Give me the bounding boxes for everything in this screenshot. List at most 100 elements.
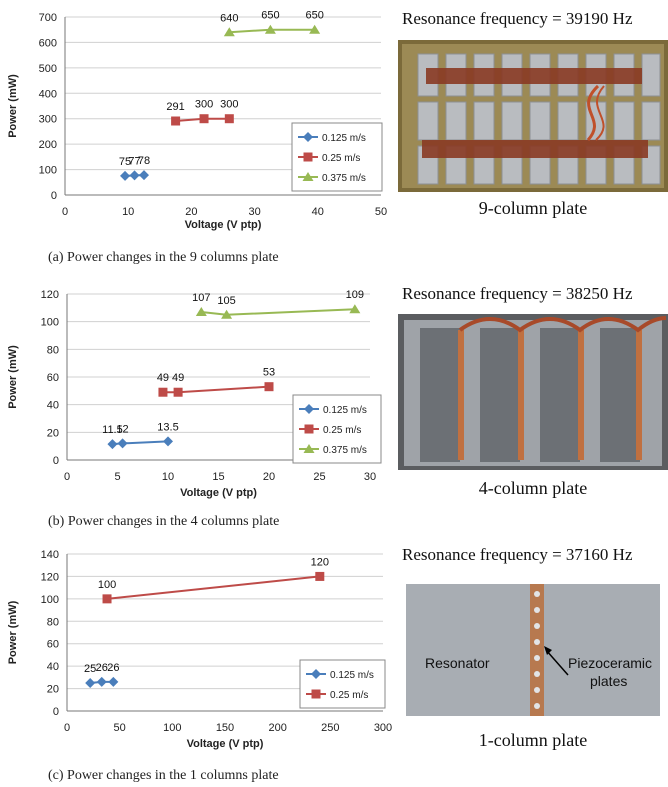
x-tick-label: 0 bbox=[64, 722, 70, 734]
x-tick-label: 20 bbox=[263, 471, 275, 483]
data-label: 26 bbox=[107, 662, 119, 674]
y-tick-label: 120 bbox=[41, 289, 59, 301]
x-tick-label: 200 bbox=[268, 722, 286, 734]
resonance-text-a: Resonance frequency = 39190 Hz bbox=[402, 9, 633, 28]
data-point bbox=[102, 594, 112, 604]
legend-box bbox=[299, 659, 386, 709]
data-point bbox=[221, 309, 233, 319]
data-label: 53 bbox=[263, 367, 275, 379]
x-tick-label: 15 bbox=[212, 471, 224, 483]
y-tick-label: 200 bbox=[39, 139, 57, 151]
data-label: 105 bbox=[217, 295, 235, 307]
x-tick-label: 100 bbox=[163, 722, 181, 734]
data-label: 300 bbox=[220, 99, 238, 111]
chart-a: 0 100 200 300 400 500 600 700 0 10 20 30 40 50 Voltage… bbox=[0, 0, 398, 245]
data-label: 107 bbox=[192, 292, 210, 304]
y-tick-label: 100 bbox=[39, 165, 57, 177]
x-tick-label: 300 bbox=[374, 722, 392, 734]
chart-b-svg: 0 20 40 60 80 100 120 0 5 10 15 20 25 30 Voltage (V pt… bbox=[7, 289, 382, 499]
data-label: 11.5 bbox=[102, 424, 123, 436]
data-label: 49 bbox=[157, 372, 169, 384]
legend-label: 0.25 m/s bbox=[322, 153, 360, 164]
x-tick-label: 150 bbox=[216, 722, 234, 734]
x-tick-label: 5 bbox=[114, 471, 120, 483]
data-label: 640 bbox=[220, 12, 238, 24]
legend-label: 0.375 m/s bbox=[323, 445, 367, 456]
x-axis-title: Voltage (V ptp) bbox=[185, 219, 262, 231]
data-label: 300 bbox=[195, 99, 213, 111]
y-axis-title: Power (mW) bbox=[7, 345, 19, 409]
x-tick-label: 50 bbox=[114, 722, 126, 734]
resonator-label: Resonator bbox=[425, 655, 490, 671]
data-point bbox=[171, 116, 181, 126]
data-label: 77 bbox=[128, 155, 140, 167]
caption-c: (c) Power changes in the 1 columns plate bbox=[48, 768, 279, 783]
data-point bbox=[224, 114, 234, 124]
data-label: 75 bbox=[119, 156, 131, 168]
y-tick-label: 700 bbox=[39, 12, 57, 24]
legend-swatch-marker bbox=[303, 132, 313, 142]
data-label: 120 bbox=[311, 556, 329, 568]
data-point bbox=[96, 676, 107, 687]
y-tick-label: 40 bbox=[47, 400, 59, 412]
y-tick-label: 20 bbox=[47, 427, 59, 439]
data-label: 78 bbox=[138, 155, 150, 167]
data-point bbox=[223, 27, 235, 37]
data-point bbox=[107, 439, 118, 450]
legend-label: 0.25 m/s bbox=[323, 425, 361, 436]
data-label: 109 bbox=[346, 289, 364, 301]
y-tick-label: 60 bbox=[47, 372, 59, 384]
x-tick-label: 20 bbox=[185, 206, 197, 218]
y-tick-label: 0 bbox=[51, 190, 57, 202]
chart-c-svg: 0 20 40 60 80 100 120 140 0 50 100 150 200 250 300 Volt… bbox=[7, 549, 392, 750]
y-tick-label: 80 bbox=[47, 616, 59, 628]
data-label: 25 bbox=[84, 663, 96, 675]
y-tick-label: 120 bbox=[41, 571, 59, 583]
data-point bbox=[158, 387, 168, 397]
chart-c: 0 20 40 60 80 100 120 140 0 50 100 150 200 250 300 Volt… bbox=[0, 540, 398, 765]
legend-swatch-marker bbox=[311, 689, 321, 699]
data-point bbox=[120, 170, 131, 181]
x-tick-label: 30 bbox=[364, 471, 376, 483]
data-label: 100 bbox=[98, 579, 116, 591]
plate-label-9-column: 9-column plate bbox=[478, 198, 588, 218]
x-axis-title: Voltage (V ptp) bbox=[180, 487, 257, 499]
data-label: 49 bbox=[172, 372, 184, 384]
data-label: 650 bbox=[305, 10, 323, 22]
legend-label: 0.375 m/s bbox=[322, 173, 366, 184]
data-point bbox=[264, 24, 276, 34]
legend-swatch-marker bbox=[311, 669, 321, 679]
y-tick-label: 500 bbox=[39, 63, 57, 75]
chart-a-svg: 0 100 200 300 400 500 600 700 0 10 20 30 40 50 Voltage… bbox=[7, 10, 387, 231]
series-line bbox=[106, 575, 320, 600]
y-tick-label: 60 bbox=[47, 639, 59, 651]
y-tick-label: 20 bbox=[47, 684, 59, 696]
legend-label: 0.125 m/s bbox=[330, 670, 374, 681]
y-tick-label: 40 bbox=[47, 661, 59, 673]
plate-photo-4-column-image bbox=[398, 314, 668, 470]
x-tick-label: 250 bbox=[321, 722, 339, 734]
y-tick-label: 0 bbox=[53, 706, 59, 718]
y-tick-label: 100 bbox=[41, 317, 59, 329]
data-label: 650 bbox=[261, 10, 279, 22]
legend-label: 0.25 m/s bbox=[330, 690, 368, 701]
y-tick-label: 80 bbox=[47, 344, 59, 356]
y-tick-label: 300 bbox=[39, 114, 57, 126]
x-axis-title: Voltage (V ptp) bbox=[187, 738, 264, 750]
legend-label: 0.125 m/s bbox=[323, 405, 367, 416]
data-point bbox=[195, 306, 207, 316]
plate-photo-1-column-image bbox=[398, 580, 668, 720]
data-point bbox=[85, 677, 96, 688]
legend-swatch-marker bbox=[304, 404, 314, 414]
data-point bbox=[117, 438, 128, 449]
resonance-text-c: Resonance frequency = 37160 Hz bbox=[402, 545, 633, 564]
legend-swatch-marker bbox=[302, 172, 314, 181]
data-point bbox=[264, 382, 274, 392]
data-point bbox=[129, 170, 140, 181]
plate-photo-4-column bbox=[398, 314, 668, 470]
x-tick-label: 10 bbox=[122, 206, 134, 218]
x-tick-label: 25 bbox=[313, 471, 325, 483]
plate-photo-9-column-image bbox=[398, 40, 668, 192]
data-point bbox=[315, 571, 325, 581]
plate-label-4-column: 4-column plate bbox=[478, 478, 588, 498]
